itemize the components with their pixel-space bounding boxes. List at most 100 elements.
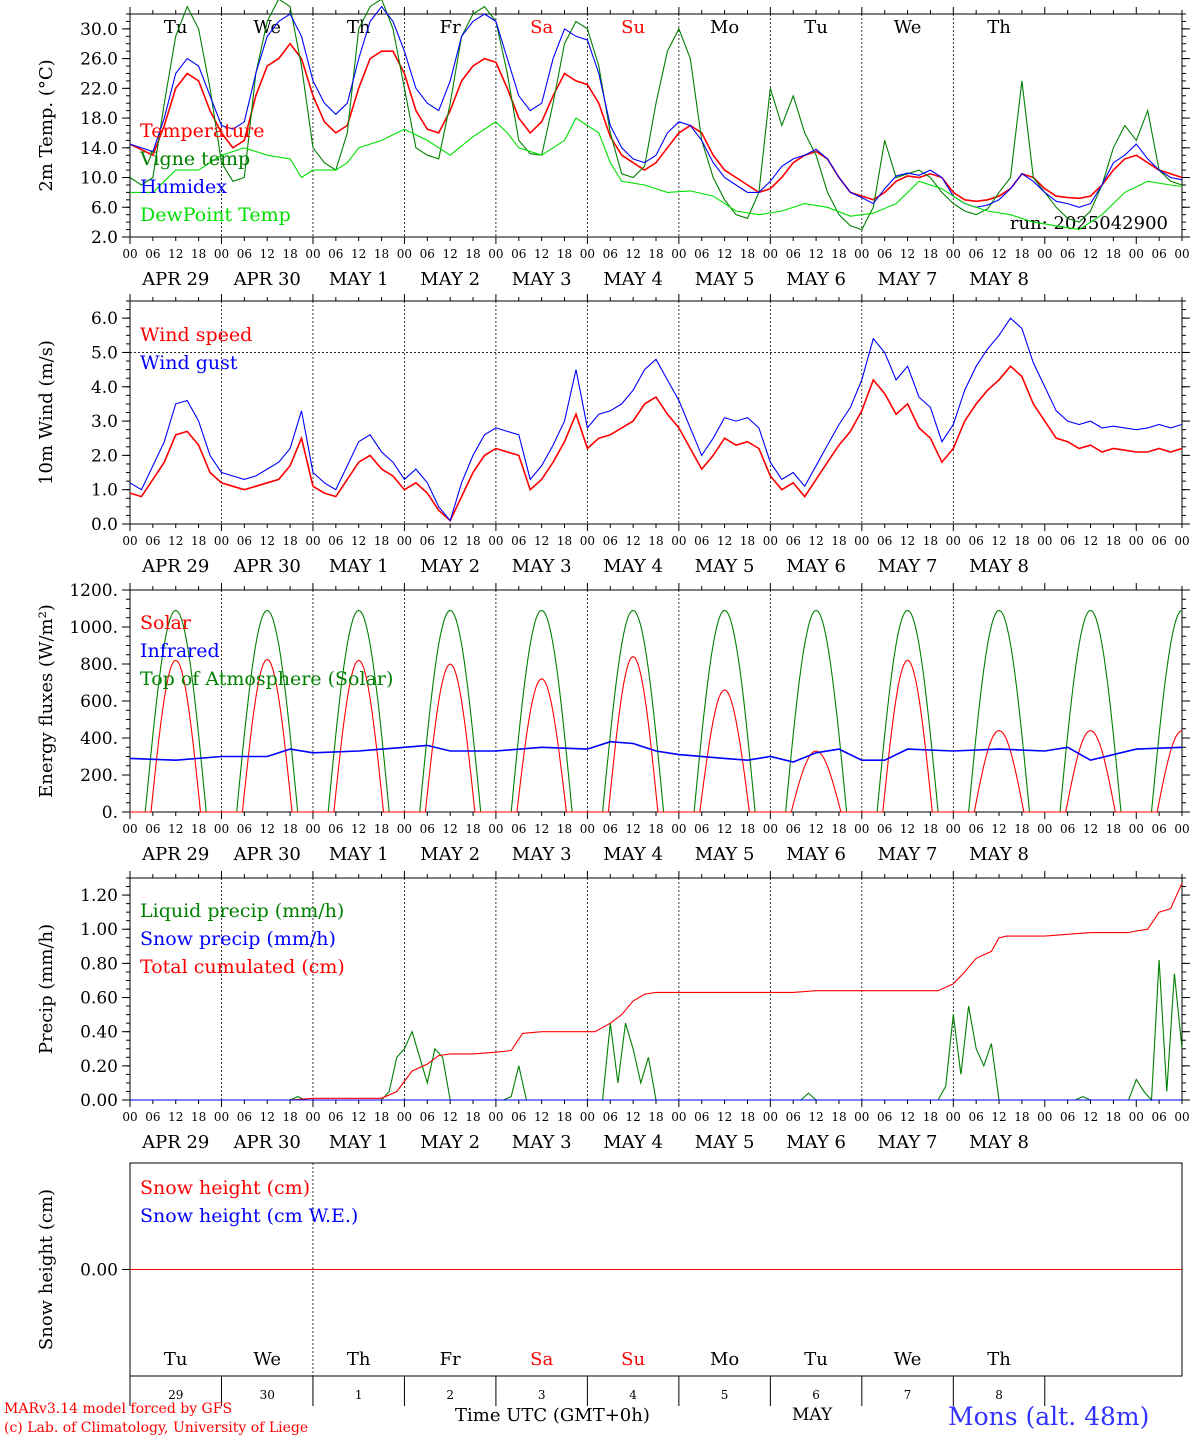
hour-tick-label: 12 [625,1110,640,1124]
hour-tick-label: 06 [237,1110,252,1124]
day-number-label: 3 [538,1388,546,1402]
y-tick-label: 0.0 [91,515,118,535]
hour-tick-label: 00 [671,247,686,261]
hour-tick-label: 06 [145,247,160,261]
date-label: MAY 1 [329,844,389,865]
hour-tick-label: 18 [465,1110,480,1124]
date-label: MAY 8 [969,269,1029,290]
time-axis-label: Time UTC (GMT+0h) [455,1405,650,1426]
y-tick-label: 1200. [69,581,118,601]
date-label: MAY 8 [969,1132,1029,1153]
hour-tick-label: 12 [260,1110,275,1124]
hour-tick-label: 12 [260,247,275,261]
weekday-label: Tu [804,1349,828,1370]
hour-tick-label: 18 [740,534,755,548]
hour-tick-label: 06 [877,1110,892,1124]
hour-tick-label: 00 [1037,534,1052,548]
hour-tick-label: 00 [1174,247,1189,261]
hour-tick-label: 00 [763,247,778,261]
y-tick-label: 0.00 [80,1261,118,1281]
date-label: MAY 3 [512,844,572,865]
hour-tick-label: 18 [282,247,297,261]
weekday-label: We [894,1349,922,1370]
series-top-of-atmosphere-solar- [130,609,1183,813]
hour-tick-label: 18 [1106,822,1121,836]
legend-entry: Solar [140,612,192,634]
hour-tick-label: 00 [1129,1110,1144,1124]
hour-tick-label: 06 [1151,247,1166,261]
hour-tick-label: 18 [1106,247,1121,261]
legend-entry: DewPoint Temp [140,204,291,226]
hour-tick-label: 12 [351,822,366,836]
hour-tick-label: 06 [969,534,984,548]
date-label: APR 29 [141,844,209,865]
weekday-label: We [253,1349,281,1370]
date-label: MAY 8 [969,556,1029,577]
y-axis-label: Snow height (cm) [36,1189,57,1350]
hour-tick-label: 06 [969,822,984,836]
hour-tick-label: 06 [237,247,252,261]
hour-tick-label: 00 [488,1110,503,1124]
y-tick-label: 10.0 [80,169,118,189]
series-temperature [129,42,1183,203]
y-tick-label: 800. [80,655,118,675]
hour-tick-label: 18 [374,534,389,548]
hour-tick-label: 12 [1083,534,1098,548]
hour-tick-label: 06 [420,534,435,548]
y-tick-label: 1.0 [91,481,118,501]
y-tick-label: 0.40 [80,1023,118,1043]
date-label: APR 30 [233,556,301,577]
date-label: MAY 6 [786,844,846,865]
hour-tick-label: 18 [465,247,480,261]
series-liquid-precip-mm-h- [130,959,1183,1102]
hour-tick-label: 12 [900,822,915,836]
date-label: MAY 2 [420,844,480,865]
date-label: MAY 7 [878,1132,938,1153]
weekday-label: Sa [530,1349,553,1370]
date-label: MAY 1 [329,269,389,290]
panel-2: 00 06 12 18 00 06 12 18 00 06 12 18 00 06 12 18 00 06 12 18… [36,294,1190,577]
hour-tick-label: 06 [145,822,160,836]
weekday-label: Th [987,1349,1011,1370]
hour-tick-label: 18 [374,822,389,836]
y-tick-label: 1000. [69,618,118,638]
hour-tick-label: 18 [923,247,938,261]
hour-tick-label: 06 [694,822,709,836]
date-label: MAY 4 [603,556,663,577]
y-tick-label: 600. [80,692,118,712]
date-label: MAY 6 [786,1132,846,1153]
date-label: MAY 1 [329,1132,389,1153]
hour-tick-label: 12 [534,822,549,836]
y-tick-label: 6.0 [91,198,118,218]
hour-tick-label: 18 [648,822,663,836]
hour-tick-label: 18 [191,247,206,261]
hour-tick-label: 06 [237,822,252,836]
hour-tick-label: 12 [168,247,183,261]
hour-tick-label: 06 [328,822,343,836]
date-label: MAY 4 [603,1132,663,1153]
y-tick-label: 1.20 [80,886,118,906]
hour-tick-label: 12 [808,1110,823,1124]
hour-tick-label: 18 [648,534,663,548]
hour-tick-label: 00 [946,1110,961,1124]
hour-tick-label: 18 [557,822,572,836]
hour-tick-label: 12 [808,534,823,548]
hour-tick-label: 18 [282,1110,297,1124]
hour-tick-label: 06 [603,822,618,836]
hour-tick-label: 00 [946,822,961,836]
hour-tick-label: 00 [580,822,595,836]
legend-entry: Snow height (cm) [140,1177,310,1199]
hour-tick-label: 06 [328,1110,343,1124]
weekday-label: Th [987,17,1011,38]
hour-tick-label: 12 [808,822,823,836]
hour-tick-label: 00 [671,1110,686,1124]
panel-5: Tu 29 We 30 Th 1 Fr 2 Sa 3 Su 4 Mo 5 Tu 6 We 7 Th 8 0.00 Snow… [36,1162,1183,1406]
station-label: Mons (alt. 48m) [948,1402,1150,1431]
date-label: MAY 3 [512,1132,572,1153]
hour-tick-label: 18 [923,534,938,548]
hour-tick-label: 12 [443,534,458,548]
date-label: MAY 8 [969,844,1029,865]
hour-tick-label: 06 [786,1110,801,1124]
hour-tick-label: 18 [1106,534,1121,548]
legend-entry: Vigne temp [139,148,250,170]
